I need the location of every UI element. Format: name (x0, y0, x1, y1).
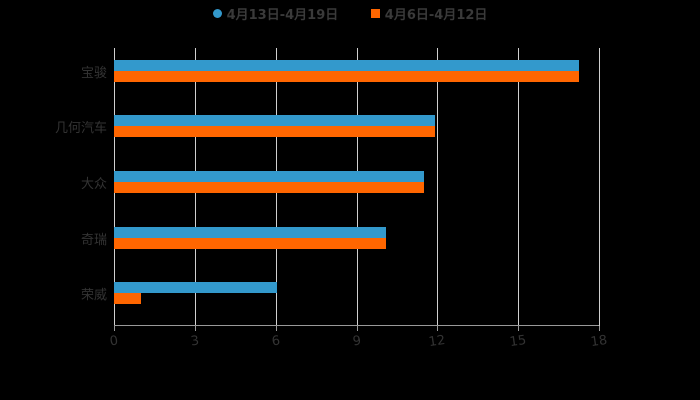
bar-week-apr6-12[interactable] (114, 70, 579, 82)
chart-legend: 4月13日-4月19日 4月6日-4月12日 (0, 4, 700, 23)
square-marker-icon (370, 9, 380, 18)
x-tick-label: 12 (428, 332, 447, 351)
legend-item-week1[interactable]: 4月6日-4月12日 (370, 4, 488, 23)
plot-area: 0 3 6 9 12 15 18 (109, 48, 608, 350)
axis-tick (356, 326, 358, 331)
bar-week-apr6-12[interactable] (114, 293, 141, 305)
circle-marker-icon (212, 9, 222, 18)
bar-week-apr13-19[interactable] (114, 282, 277, 294)
axis-tick (599, 326, 600, 331)
category-label: 荣威 (80, 288, 107, 304)
bar-week-apr13-19[interactable] (114, 171, 424, 182)
category-label: 宝骏 (80, 65, 107, 81)
legend-label: 4月13日-4月19日 (226, 8, 339, 23)
category-label: 大众 (80, 177, 107, 192)
legend-item-week2[interactable]: 4月13日-4月19日 (212, 4, 339, 23)
gridline (437, 48, 439, 326)
axis-tick (275, 326, 277, 331)
gridline (599, 48, 600, 326)
axis-tick (518, 326, 520, 331)
axis-tick (194, 326, 196, 331)
x-tick-label: 15 (508, 332, 528, 351)
bar-week-apr13-19[interactable] (114, 59, 579, 71)
bar-week-apr6-12[interactable] (114, 237, 387, 249)
bar-week-apr6-12[interactable] (114, 182, 424, 193)
x-tick-label: 6 (270, 333, 281, 350)
x-axis-line (114, 325, 599, 326)
category-label: 奇瑞 (80, 232, 107, 248)
axis-tick (437, 326, 439, 331)
bar-week-apr13-19[interactable] (114, 115, 435, 127)
x-tick-label: 9 (351, 333, 362, 350)
category-label: 几何汽车 (54, 121, 107, 137)
x-tick-label: 18 (589, 332, 609, 351)
x-tick-label: 3 (189, 333, 200, 350)
bar-week-apr6-12[interactable] (114, 126, 435, 138)
axis-tick (114, 326, 115, 331)
gridline (518, 48, 520, 326)
x-tick-label: 0 (108, 333, 120, 350)
legend-label: 4月6日-4月12日 (384, 8, 488, 23)
bar-week-apr13-19[interactable] (114, 226, 387, 238)
